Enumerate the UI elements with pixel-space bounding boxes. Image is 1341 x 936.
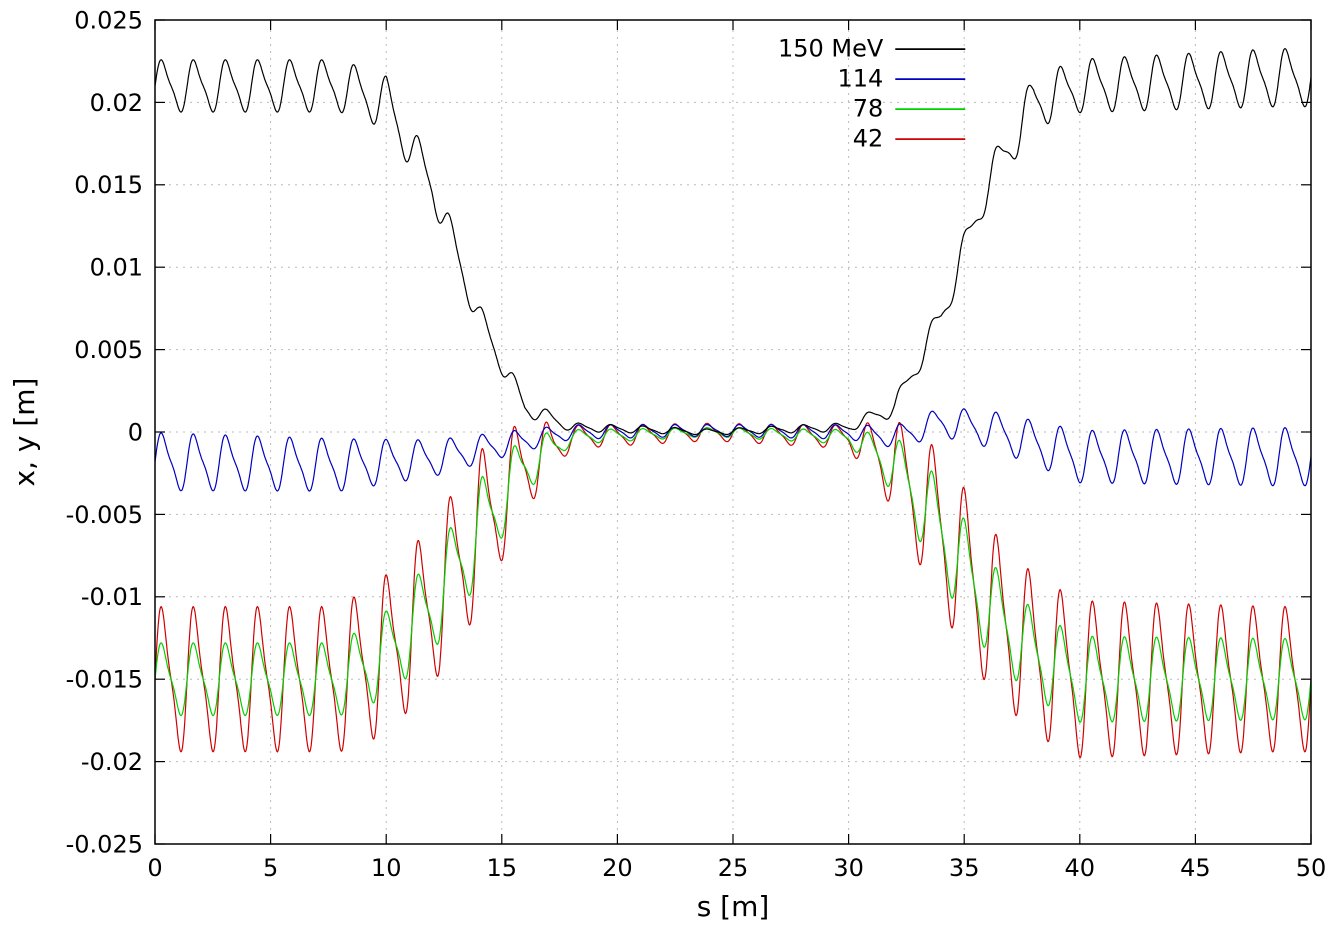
legend-label-114: 114: [837, 64, 883, 92]
ytick-label: -0.005: [66, 501, 143, 529]
ytick-label: 0.025: [74, 6, 143, 34]
ytick-label: 0.02: [90, 89, 143, 117]
xtick-label: 35: [949, 854, 980, 882]
legend-label-42: 42: [853, 124, 884, 152]
xtick-label: 5: [263, 854, 278, 882]
xtick-label: 15: [487, 854, 518, 882]
ytick-label: 0.01: [90, 254, 143, 282]
xtick-label: 0: [147, 854, 162, 882]
xtick-label: 10: [371, 854, 402, 882]
xtick-label: 30: [833, 854, 864, 882]
ytick-label: 0: [128, 418, 143, 446]
ytick-label: -0.025: [66, 830, 143, 858]
ytick-label: 0.005: [74, 336, 143, 364]
xtick-label: 40: [1065, 854, 1096, 882]
x-axis-label: s [m]: [697, 890, 770, 923]
y-axis-label: x, y [m]: [8, 378, 41, 487]
ytick-label: 0.015: [74, 171, 143, 199]
xtick-label: 50: [1296, 854, 1327, 882]
ytick-label: -0.015: [66, 666, 143, 694]
xtick-label: 20: [602, 854, 633, 882]
legend-label-78: 78: [853, 94, 884, 122]
legend-label-150-MeV: 150 MeV: [778, 34, 884, 62]
ytick-label: -0.01: [81, 583, 143, 611]
orbit-chart: 0 5 10 15 20 25 30 35 40 45 50 -0.025 -0.02 -0.015 -0.…: [0, 0, 1341, 936]
xtick-label: 45: [1180, 854, 1211, 882]
ytick-label: -0.02: [81, 748, 143, 776]
xtick-label: 25: [718, 854, 749, 882]
